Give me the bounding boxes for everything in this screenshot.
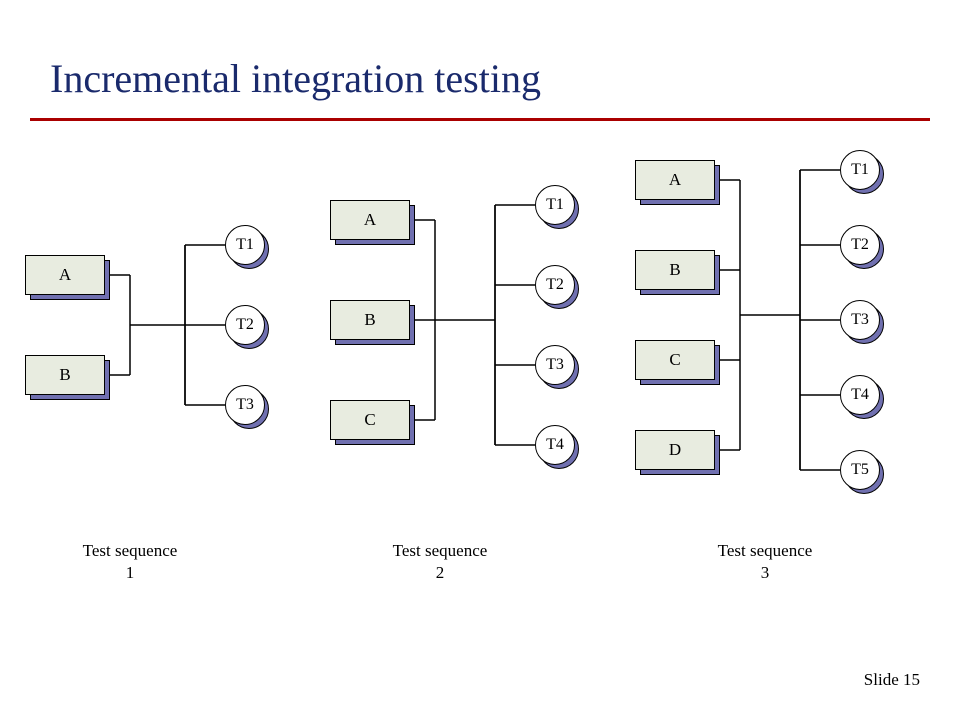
test-label: T1 [225,225,265,265]
footer-number: 15 [903,670,920,689]
diagram-area: ABT1T2T3Test sequence1ABCT1T2T3T4Test se… [0,140,960,620]
slide-footer: Slide 15 [864,670,920,690]
sequence-caption-line2: 1 [60,562,200,584]
test-label: T3 [535,345,575,385]
module-label: A [635,160,715,200]
module-box: B [330,300,410,340]
module-box: A [25,255,105,295]
test-label: T2 [535,265,575,305]
test-label: T2 [840,225,880,265]
sequence-caption: Test sequence2 [370,540,510,584]
sequence-caption-line1: Test sequence [60,540,200,562]
module-label: D [635,430,715,470]
module-box: C [330,400,410,440]
module-box: C [635,340,715,380]
module-label: A [330,200,410,240]
test-label: T1 [535,185,575,225]
module-label: C [635,340,715,380]
slide-title: Incremental integration testing [50,55,541,102]
sequence-caption-line2: 2 [370,562,510,584]
module-box: B [635,250,715,290]
module-label: B [330,300,410,340]
test-label: T4 [840,375,880,415]
test-label: T2 [225,305,265,345]
module-box: B [25,355,105,395]
sequence-caption: Test sequence3 [695,540,835,584]
test-label: T4 [535,425,575,465]
sequence-caption-line1: Test sequence [695,540,835,562]
sequence-caption: Test sequence1 [60,540,200,584]
sequence-caption-line1: Test sequence [370,540,510,562]
module-label: B [635,250,715,290]
module-box: D [635,430,715,470]
title-underline [30,118,930,121]
sequence-caption-line2: 3 [695,562,835,584]
test-label: T1 [840,150,880,190]
module-label: B [25,355,105,395]
test-label: T5 [840,450,880,490]
module-label: C [330,400,410,440]
test-label: T3 [225,385,265,425]
module-box: A [635,160,715,200]
test-label: T3 [840,300,880,340]
module-box: A [330,200,410,240]
footer-label: Slide [864,670,899,689]
module-label: A [25,255,105,295]
